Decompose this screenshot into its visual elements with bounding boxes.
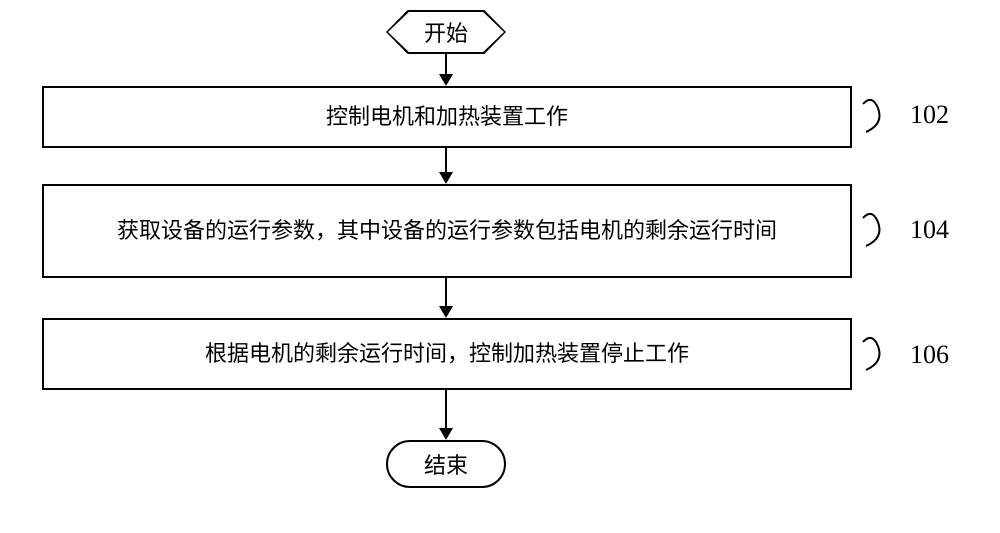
step3-number: 106	[910, 340, 949, 370]
arrowhead-3	[439, 306, 453, 318]
flowchart-container: 开始 控制电机和加热装置工作 102 获取设备的运行参数，其中设备的运行参数包括…	[0, 0, 1000, 533]
arrowhead-1	[439, 74, 453, 86]
step1-text: 控制电机和加热装置工作	[326, 99, 568, 134]
end-label: 结束	[424, 448, 468, 480]
squiggle-2	[860, 206, 890, 256]
arrowhead-4	[439, 428, 453, 440]
start-label: 开始	[424, 16, 468, 48]
process-step-2: 获取设备的运行参数，其中设备的运行参数包括电机的剩余运行时间	[42, 184, 852, 278]
step1-number: 102	[910, 100, 949, 130]
process-step-1: 控制电机和加热装置工作	[42, 86, 852, 148]
edge-step2-step3	[445, 278, 447, 308]
squiggle-3	[860, 330, 890, 380]
step2-text: 获取设备的运行参数，其中设备的运行参数包括电机的剩余运行时间	[117, 213, 777, 248]
arrowhead-2	[439, 172, 453, 184]
edge-step1-step2	[445, 148, 447, 174]
edge-step3-end	[445, 390, 447, 430]
edge-start-step1	[445, 54, 447, 76]
step3-text: 根据电机的剩余运行时间，控制加热装置停止工作	[205, 336, 689, 371]
step2-number: 104	[910, 215, 949, 245]
end-node: 结束	[386, 440, 506, 488]
start-node: 开始	[386, 10, 506, 54]
process-step-3: 根据电机的剩余运行时间，控制加热装置停止工作	[42, 318, 852, 390]
squiggle-1	[860, 92, 890, 142]
